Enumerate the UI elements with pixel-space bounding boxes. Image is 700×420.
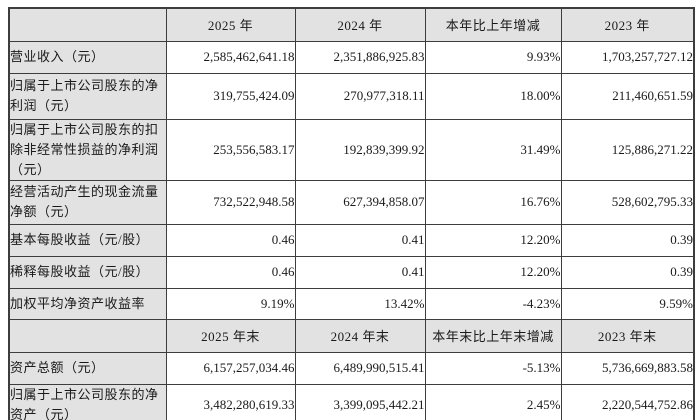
metric-label: 归属于上市公司股东的扣除非经常性损益的净利润（元） xyxy=(8,118,167,181)
value-cell: 0.39 xyxy=(560,255,695,289)
value-cell: 0.41 xyxy=(294,223,426,257)
value-cell: 18.00% xyxy=(424,72,562,120)
value-cell: 528,602,795.33 xyxy=(560,179,695,225)
table-row-revenue: 营业收入（元） 2,585,462,641.18 2,351,886,925.8… xyxy=(8,40,695,74)
metric-label: 稀释每股收益（元/股） xyxy=(8,255,167,289)
metric-label: 归属于上市公司股东的净资产（元） xyxy=(8,383,167,420)
metric-label: 营业收入（元） xyxy=(8,40,167,74)
table-row-net-assets: 归属于上市公司股东的净资产（元） 3,482,280,619.33 3,399,… xyxy=(8,383,695,420)
yearend-header-2025: 2025 年末 xyxy=(165,318,296,353)
value-cell: 2,585,462,641.18 xyxy=(165,40,296,74)
financial-highlights-table: 2025 年 2024 年 本年比上年增减 2023 年 营业收入（元） 2,5… xyxy=(8,7,695,420)
annual-header-row: 2025 年 2024 年 本年比上年增减 2023 年 xyxy=(8,7,695,42)
yearend-header-yoy-change: 本年末比上年末增减 xyxy=(424,318,562,353)
yearend-header-2023: 2023 年末 xyxy=(560,318,695,353)
value-cell: -4.23% xyxy=(424,287,562,320)
value-cell: 2,220,544,752.86 xyxy=(560,383,695,420)
value-cell: 0.46 xyxy=(165,223,296,257)
value-cell: 9.59% xyxy=(560,287,695,320)
table-row-total-assets: 资产总额（元） 6,157,257,034.46 6,489,990,515.4… xyxy=(8,351,695,385)
metric-label: 归属于上市公司股东的净利润（元） xyxy=(8,72,167,120)
value-cell: 732,522,948.58 xyxy=(165,179,296,225)
value-cell: 5,736,669,883.58 xyxy=(560,351,695,385)
annual-header-2025: 2025 年 xyxy=(165,7,296,42)
value-cell: -5.13% xyxy=(424,351,562,385)
yearend-header-2024: 2024 年末 xyxy=(294,318,426,353)
annual-header-2024: 2024 年 xyxy=(294,7,426,42)
table-row-operating-cash-flow: 经营活动产生的现金流量净额（元） 732,522,948.58 627,394,… xyxy=(8,179,695,225)
value-cell: 253,556,583.17 xyxy=(165,118,296,181)
value-cell: 0.41 xyxy=(294,255,426,289)
value-cell: 3,399,095,442.21 xyxy=(294,383,426,420)
value-cell: 270,977,318.11 xyxy=(294,72,426,120)
value-cell: 0.46 xyxy=(165,255,296,289)
value-cell: 211,460,651.59 xyxy=(560,72,695,120)
value-cell: 6,157,257,034.46 xyxy=(165,351,296,385)
annual-header-blank xyxy=(8,7,167,42)
metric-label: 基本每股收益（元/股） xyxy=(8,223,167,257)
value-cell: 2,351,886,925.83 xyxy=(294,40,426,74)
value-cell: 6,489,990,515.41 xyxy=(294,351,426,385)
yearend-header-blank xyxy=(8,318,167,353)
value-cell: 16.76% xyxy=(424,179,562,225)
yearend-header-row: 2025 年末 2024 年末 本年末比上年末增减 2023 年末 xyxy=(8,318,695,353)
table-row-diluted-eps: 稀释每股收益（元/股） 0.46 0.41 12.20% 0.39 xyxy=(8,255,695,289)
annual-header-yoy-change: 本年比上年增减 xyxy=(424,7,562,42)
value-cell: 2.45% xyxy=(424,383,562,420)
value-cell: 0.39 xyxy=(560,223,695,257)
value-cell: 319,755,424.09 xyxy=(165,72,296,120)
value-cell: 12.20% xyxy=(424,223,562,257)
table-row-basic-eps: 基本每股收益（元/股） 0.46 0.41 12.20% 0.39 xyxy=(8,223,695,257)
annual-header-2023: 2023 年 xyxy=(560,7,695,42)
table-row-weighted-avg-roe: 加权平均净资产收益率 9.19% 13.42% -4.23% 9.59% xyxy=(8,287,695,320)
value-cell: 125,886,271.22 xyxy=(560,118,695,181)
value-cell: 627,394,858.07 xyxy=(294,179,426,225)
metric-label: 经营活动产生的现金流量净额（元） xyxy=(8,179,167,225)
value-cell: 9.93% xyxy=(424,40,562,74)
value-cell: 3,482,280,619.33 xyxy=(165,383,296,420)
value-cell: 12.20% xyxy=(424,255,562,289)
value-cell: 31.49% xyxy=(424,118,562,181)
table-row-net-profit: 归属于上市公司股东的净利润（元） 319,755,424.09 270,977,… xyxy=(8,72,695,120)
value-cell: 1,703,257,727.12 xyxy=(560,40,695,74)
metric-label: 加权平均净资产收益率 xyxy=(8,287,167,320)
table-row-net-profit-excl-nonrecurring: 归属于上市公司股东的扣除非经常性损益的净利润（元） 253,556,583.17… xyxy=(8,118,695,181)
value-cell: 9.19% xyxy=(165,287,296,320)
value-cell: 192,839,399.92 xyxy=(294,118,426,181)
metric-label: 资产总额（元） xyxy=(8,351,167,385)
value-cell: 13.42% xyxy=(294,287,426,320)
